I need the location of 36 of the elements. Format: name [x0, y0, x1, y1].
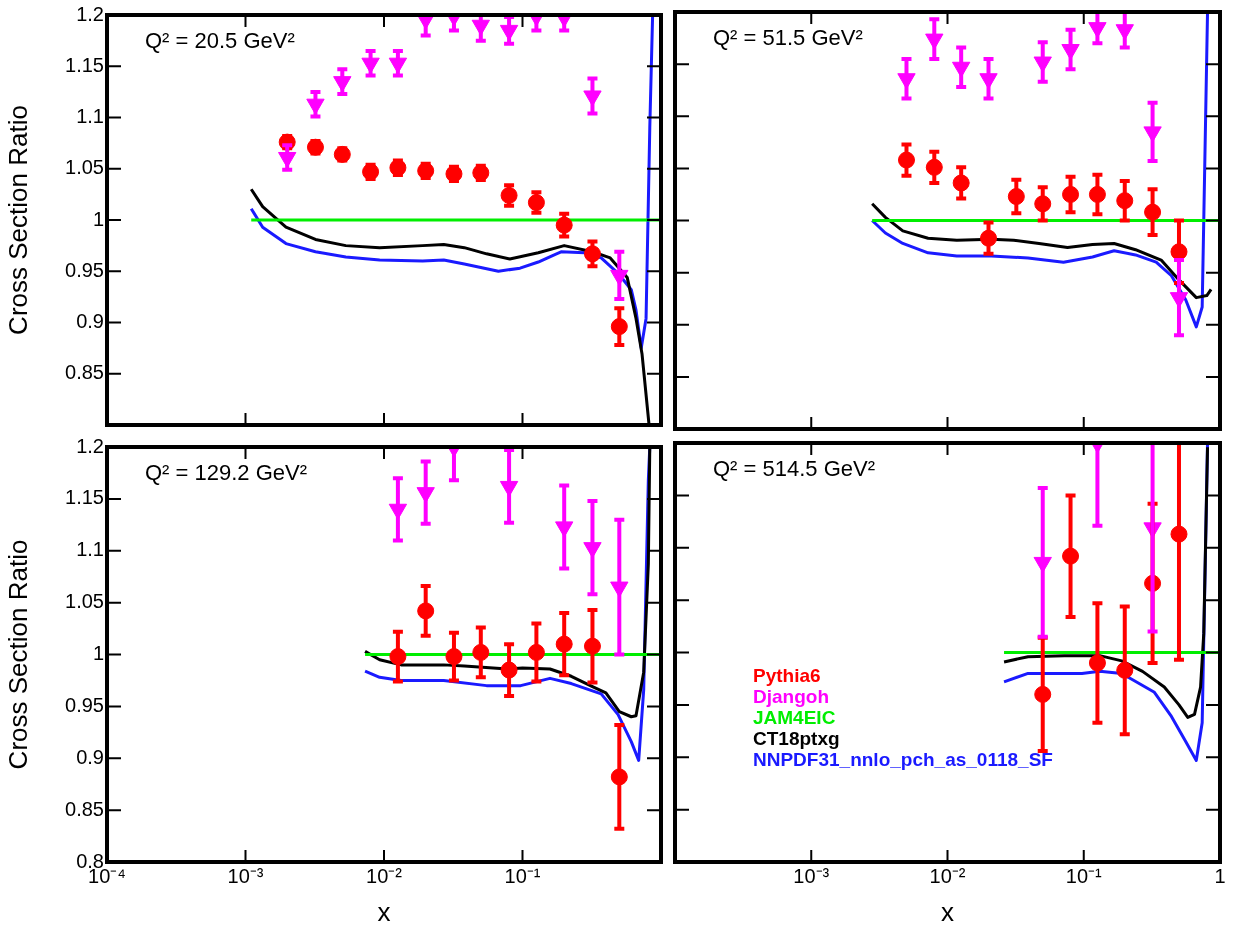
text: NNPDF31_nnlo_pch_as_0118_SF	[753, 748, 1053, 770]
y-axis-title: Cross Section Ratio	[2, 105, 33, 335]
y-tick-label: 1.15	[65, 486, 104, 509]
x-tick-label: 10⁻²	[929, 864, 966, 887]
annotation: Q² = 20.5 GeV²	[145, 28, 295, 54]
y-tick-label: 1.05	[65, 156, 104, 179]
y-tick-label: 1.1	[76, 105, 104, 128]
y-tick-label: 1.2	[76, 2, 104, 25]
y-tick-label: 1	[92, 642, 104, 665]
y-axis-title: Cross Section Ratio	[2, 539, 33, 770]
x-tick-label: 10⁻²	[366, 864, 403, 887]
y-tick-label: 0.9	[76, 310, 104, 333]
y-tick-label: 1.1	[76, 538, 104, 561]
x-axis-title: x	[377, 896, 391, 927]
text: JAM4EIC	[753, 706, 836, 728]
x-tick-label: 10⁻³	[227, 864, 264, 887]
x-tick-label: 10⁻³	[793, 864, 830, 887]
y-tick-label: 1.2	[76, 434, 104, 457]
x-tick-label: 10⁻¹	[504, 864, 541, 887]
y-tick-label: 0.85	[65, 361, 104, 384]
annotation: Q² = 129.2 GeV²	[145, 460, 308, 486]
annotation: Q² = 51.5 GeV²	[713, 25, 863, 51]
text: Djangoh	[753, 685, 829, 707]
text: Pythia6	[753, 664, 821, 686]
text: CT18ptxg	[753, 727, 840, 749]
x-tick-label: 1	[1214, 864, 1226, 887]
annotation: Q² = 514.5 GeV²	[713, 456, 876, 482]
x-tick-label: 10⁻¹	[1065, 864, 1103, 887]
x-axis-title: x	[941, 896, 954, 927]
y-tick-label: 1.05	[65, 590, 104, 613]
y-tick-label: 1.15	[65, 53, 104, 76]
y-tick-label: 0.95	[65, 258, 104, 281]
y-tick-label: 0.9	[76, 745, 104, 768]
y-tick-label: 0.85	[65, 797, 104, 820]
y-tick-label: 1	[92, 207, 104, 230]
y-tick-label: 0.95	[65, 693, 104, 716]
